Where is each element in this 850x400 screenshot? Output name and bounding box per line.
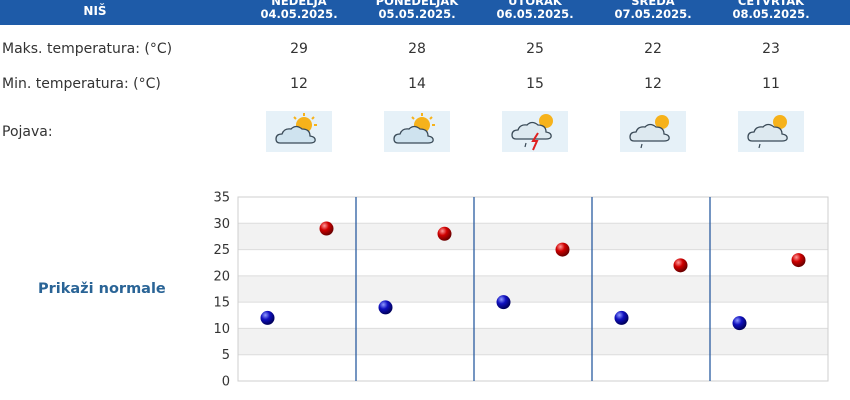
min-temp-value: 14 — [408, 76, 426, 92]
partly-cloudy-icon — [266, 111, 332, 152]
plot-band — [238, 354, 828, 381]
max-temp-point — [437, 226, 452, 241]
day-header-2: PONEDELJAK 05.05.2025. — [358, 0, 476, 25]
min-temp-point — [260, 310, 275, 325]
y-tick-label: 5 — [222, 348, 230, 363]
day-date: 08.05.2025. — [732, 7, 810, 21]
day-name: UTORAK — [508, 0, 562, 8]
max-temp-value: 28 — [408, 41, 426, 57]
day-header-3: UTORAK 06.05.2025. — [476, 0, 594, 25]
max-temp-point — [319, 221, 334, 236]
min-temp-value: 11 — [762, 76, 780, 92]
max-temp-value: 23 — [762, 41, 780, 57]
day-date: 06.05.2025. — [496, 7, 574, 21]
max-temp-label: Maks. temperatura: (°C) — [2, 41, 173, 57]
max-temp-value: 29 — [290, 41, 308, 57]
plot-band — [238, 328, 828, 355]
day-date: 04.05.2025. — [260, 7, 338, 21]
plot-band — [238, 223, 828, 250]
min-temp-value: 12 — [290, 76, 308, 92]
show-normals-link[interactable]: Prikaži normale — [38, 281, 166, 297]
y-tick-label: 15 — [213, 296, 230, 311]
day-name: SREDA — [631, 0, 675, 8]
day-name: NEDELJA — [271, 0, 327, 8]
thunderstorm-icon — [502, 111, 568, 152]
day-header-4: SREDA 07.05.2025. — [594, 0, 712, 25]
max-temp-point — [791, 253, 806, 268]
y-tick-label: 10 — [213, 322, 230, 337]
min-temp-point — [732, 316, 747, 331]
y-tick-label: 20 — [213, 269, 230, 284]
min-temp-label: Min. temperatura: (°C) — [2, 76, 161, 92]
max-temp-point — [673, 258, 688, 273]
plot-band — [238, 275, 828, 303]
min-temp-value: 15 — [526, 76, 544, 92]
day-date: 07.05.2025. — [614, 7, 692, 21]
max-temp-point — [555, 242, 570, 257]
min-temp-value: 12 — [644, 76, 662, 92]
forecast-header — [0, 0, 850, 25]
day-name: ČETVRTAK — [737, 0, 805, 8]
day-header-1: NEDELJA 04.05.2025. — [240, 0, 358, 25]
min-temp-point — [378, 300, 393, 315]
day-name: PONEDELJAK — [375, 0, 459, 8]
min-temp-point — [614, 310, 629, 325]
y-tick-label: 0 — [222, 375, 230, 390]
y-tick-label: 35 — [213, 191, 230, 206]
max-temp-value: 22 — [644, 41, 662, 57]
max-temp-value: 25 — [526, 41, 544, 57]
plot-band — [238, 197, 828, 224]
min-temp-point — [496, 295, 511, 310]
plot-band — [238, 249, 828, 276]
cloudy-light-rain-icon — [620, 111, 686, 152]
cloudy-light-rain-icon — [738, 111, 804, 152]
y-tick-label: 25 — [213, 243, 230, 258]
phenomena-label: Pojava: — [2, 124, 53, 140]
day-header-5: ČETVRTAK 08.05.2025. — [712, 0, 830, 25]
partly-cloudy-icon — [384, 111, 450, 152]
day-date: 05.05.2025. — [378, 7, 456, 21]
y-tick-label: 30 — [213, 217, 230, 232]
plot-band — [238, 302, 828, 329]
city-name: NIŠ — [83, 4, 107, 18]
plot-frame — [237, 196, 829, 382]
